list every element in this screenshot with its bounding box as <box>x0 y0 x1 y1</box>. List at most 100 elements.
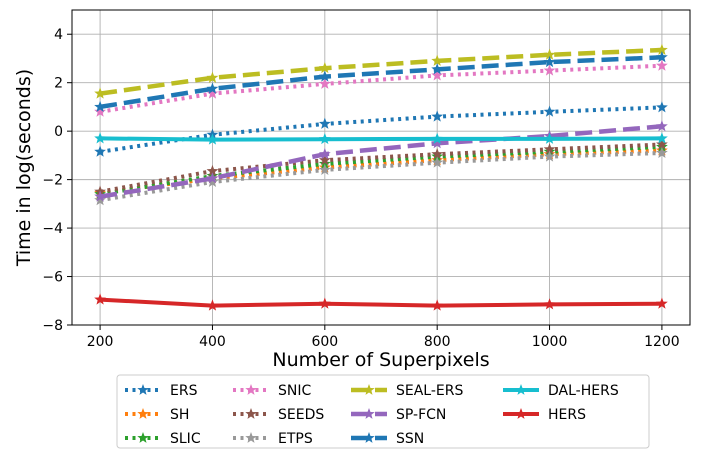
series-line <box>99 63 662 114</box>
legend-label: SP-FCN <box>396 407 446 423</box>
data-point <box>206 82 219 94</box>
data-point <box>656 132 668 144</box>
data-point <box>656 297 668 309</box>
legend-marker <box>245 432 257 443</box>
legend-label: SNIC <box>278 383 311 399</box>
series-slic <box>94 140 668 200</box>
x-tick-label: 600 <box>311 334 338 350</box>
data-point <box>656 101 668 113</box>
data-point <box>431 54 444 66</box>
data-point <box>543 48 556 60</box>
legend-label: ETPS <box>278 431 313 447</box>
legend-label: HERS <box>548 407 586 423</box>
legend-item: SEAL-ERS <box>351 383 463 399</box>
series-dal-hers <box>94 132 668 145</box>
series-line <box>100 136 662 142</box>
legend-label: SLIC <box>170 431 201 447</box>
data-point <box>94 190 106 202</box>
data-point <box>656 51 668 63</box>
data-point <box>656 146 668 158</box>
data-point <box>94 100 106 112</box>
legend-marker <box>137 408 149 419</box>
legend-item: ERS <box>125 383 198 399</box>
data-point <box>431 132 444 144</box>
data-point <box>318 154 331 166</box>
data-point <box>318 297 331 309</box>
y-tick-label: −4 <box>42 221 63 237</box>
legend-item: SP-FCN <box>351 407 446 423</box>
data-point <box>318 117 331 129</box>
legend-label: SH <box>170 407 189 423</box>
data-point <box>94 145 106 157</box>
data-point <box>543 150 556 162</box>
data-point <box>318 157 331 169</box>
legend-label: SSN <box>396 431 424 447</box>
data-point <box>94 293 106 305</box>
legend-marker <box>363 408 375 419</box>
data-point <box>431 156 444 168</box>
y-axis-label: Time in log(seconds) <box>13 69 35 267</box>
y-tick-label: −2 <box>42 173 63 189</box>
data-point <box>543 143 556 155</box>
x-tick-label: 1000 <box>532 334 568 350</box>
series-seal-ers <box>94 43 668 99</box>
legend-item: DAL-HERS <box>503 383 619 399</box>
data-point <box>318 132 331 145</box>
series-line <box>99 105 662 154</box>
legend-marker <box>515 384 527 395</box>
data-point <box>656 43 668 55</box>
legend-marker <box>515 408 527 419</box>
data-point <box>206 164 219 177</box>
data-point <box>318 163 331 175</box>
x-tick-label: 1200 <box>644 334 680 350</box>
series-hers <box>94 293 668 311</box>
x-axis-label: Number of Superpixels <box>272 349 489 371</box>
legend-label: SEEDS <box>278 407 324 423</box>
plot-frame <box>71 9 691 326</box>
series-line <box>99 55 662 110</box>
y-tick-label: 4 <box>54 27 63 43</box>
legend-marker <box>245 408 257 419</box>
y-tick-label: −8 <box>42 318 63 334</box>
legend-label: SEAL-ERS <box>396 383 463 399</box>
legend-item: ETPS <box>233 431 313 447</box>
series-ers <box>94 101 668 157</box>
data-point <box>431 147 444 160</box>
legend-item: SEEDS <box>233 407 324 423</box>
legend-label: ERS <box>170 383 198 399</box>
data-point <box>543 105 556 117</box>
series-line <box>99 47 662 96</box>
data-point <box>94 132 106 144</box>
data-point <box>206 299 219 311</box>
legend-marker <box>363 384 375 395</box>
y-axis-ticks: −8 −6 −4 −2 0 2 4 <box>42 27 72 334</box>
data-point <box>656 59 668 71</box>
data-point <box>431 299 444 311</box>
series-snic <box>94 59 668 117</box>
data-point <box>94 194 106 206</box>
data-point <box>431 110 444 122</box>
legend-item: SLIC <box>125 431 201 447</box>
data-point <box>318 77 331 89</box>
legend-marker <box>137 432 149 443</box>
data-point <box>206 175 219 188</box>
y-tick-label: −6 <box>42 270 63 286</box>
x-tick-label: 200 <box>87 334 114 350</box>
data-point <box>318 147 331 160</box>
series-sh <box>94 144 668 198</box>
x-tick-label: 800 <box>424 334 451 350</box>
series-sp-fcn <box>94 120 668 202</box>
data-point <box>206 172 219 184</box>
legend-marker <box>245 384 257 395</box>
legend-marker <box>363 432 375 443</box>
series-seeds <box>94 138 668 197</box>
legend-label: DAL-HERS <box>548 383 619 399</box>
series-line <box>99 297 662 308</box>
data-point <box>543 64 556 76</box>
data-point <box>94 87 106 99</box>
x-tick-label: 400 <box>199 334 226 350</box>
series-layer <box>94 43 668 311</box>
grid <box>72 10 690 326</box>
